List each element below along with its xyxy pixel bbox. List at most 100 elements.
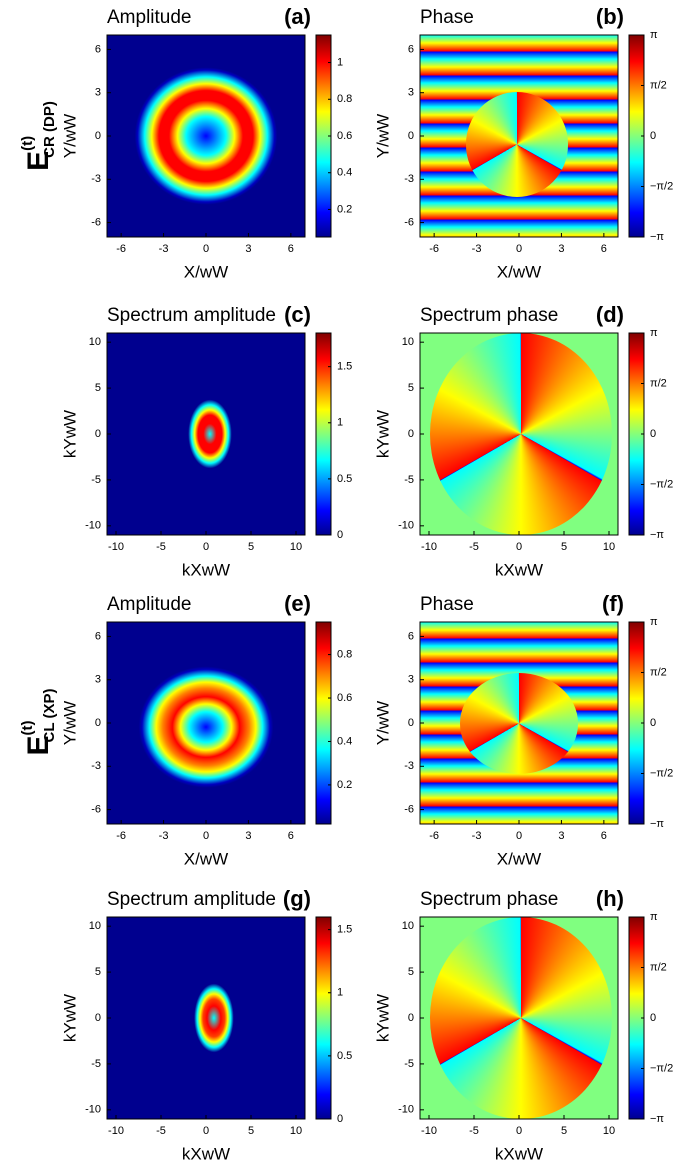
panel-title: Amplitude <box>107 7 192 28</box>
plot-frame <box>419 332 619 536</box>
y-tick-label: 0 <box>95 130 101 142</box>
x-tick-label: 0 <box>203 243 209 255</box>
colorbar-tick-label: 0 <box>337 1113 343 1125</box>
y-tick-label: 0 <box>408 1012 414 1024</box>
y-tick-label: 0 <box>408 130 414 142</box>
plot-frame <box>106 621 306 825</box>
y-tick-label: 10 <box>89 336 101 348</box>
x-tick-label: 6 <box>601 830 607 842</box>
colorbar-tick-label: 1.5 <box>337 361 352 373</box>
x-tick-label: -5 <box>156 541 166 553</box>
row-label-sup: (t) <box>19 136 36 151</box>
x-tick-label: 0 <box>203 1125 209 1137</box>
x-tick-label: 5 <box>248 541 254 553</box>
panel-label: (e) <box>284 591 311 616</box>
y-tick-label: -10 <box>85 520 101 532</box>
y-tick-label: -6 <box>91 803 101 815</box>
row-label: E(t) CL (XP) <box>19 689 58 756</box>
colorbar-tick-label: π <box>650 29 658 41</box>
panel-title: Spectrum phase <box>420 889 558 910</box>
colorbar-tick-label: π <box>650 911 658 923</box>
colorbar-frame <box>315 621 332 825</box>
plot-frame <box>106 332 306 536</box>
y-tick-label: 3 <box>408 674 414 686</box>
x-tick-label: -6 <box>429 830 439 842</box>
heatmap-image <box>107 622 305 824</box>
x-tick-label: -6 <box>116 243 126 255</box>
row-label: E(t) CR (DP) <box>19 101 58 171</box>
colorbar-tick-label: π <box>650 327 658 339</box>
panel-label: (c) <box>284 302 311 327</box>
row-label-sub: CR (DP) <box>41 101 58 158</box>
x-tick-label: -3 <box>472 243 482 255</box>
heatmap-image <box>465 91 569 197</box>
x-tick-label: -6 <box>116 830 126 842</box>
colorbar-tick-label: π/2 <box>650 377 667 389</box>
x-axis-label: X/wW <box>497 262 541 281</box>
y-tick-label: -5 <box>91 474 101 486</box>
x-axis-label: X/wW <box>497 849 541 868</box>
x-tick-label: 10 <box>290 541 302 553</box>
colorbar <box>316 35 331 237</box>
y-tick-label: -10 <box>398 1104 414 1116</box>
colorbar-tick-label: π/2 <box>650 961 667 973</box>
heatmap-image <box>107 333 305 535</box>
y-axis-label: Y/wW <box>373 701 392 745</box>
y-axis-label: Y/wW <box>60 701 79 745</box>
y-tick-label: 3 <box>95 87 101 99</box>
panel-title: Phase <box>420 594 474 615</box>
y-tick-label: -3 <box>404 760 414 772</box>
colorbar-tick-label: 0.6 <box>337 130 352 142</box>
colorbar <box>316 622 331 824</box>
colorbar-frame <box>315 332 332 536</box>
colorbar-tick-label: 0.6 <box>337 692 352 704</box>
panel-title: Spectrum phase <box>420 305 558 326</box>
y-tick-label: 6 <box>408 43 414 55</box>
colorbar-tick-label: 0.8 <box>337 648 352 660</box>
colorbar-tick-label: −π <box>650 818 664 830</box>
colorbar-tick-label: −π <box>650 231 664 243</box>
colorbar-tick-label: 0.4 <box>337 735 352 747</box>
plot-frame <box>106 916 306 1120</box>
colorbar-tick-label: π/2 <box>650 666 667 678</box>
colorbar-frame <box>315 916 332 1120</box>
x-tick-label: 10 <box>603 1125 615 1137</box>
x-tick-label: 3 <box>245 243 251 255</box>
x-tick-label: -10 <box>108 541 124 553</box>
x-tick-label: 6 <box>288 243 294 255</box>
heatmap <box>420 622 618 824</box>
x-tick-label: 0 <box>516 1125 522 1137</box>
colorbar-tick-label: 0.2 <box>337 779 352 791</box>
y-axis-label: kYwW <box>60 410 79 458</box>
colorbar-tick-label: 0 <box>650 717 656 729</box>
panel-title: Phase <box>420 7 474 28</box>
heatmap-image <box>459 672 579 774</box>
y-tick-label: 0 <box>95 717 101 729</box>
x-tick-label: -3 <box>472 830 482 842</box>
colorbar <box>316 333 331 535</box>
y-tick-label: 10 <box>402 920 414 932</box>
heatmap <box>107 35 305 237</box>
panel-label: (g) <box>283 886 311 911</box>
x-tick-label: 6 <box>601 243 607 255</box>
heatmap-image <box>107 917 305 1119</box>
x-tick-label: -10 <box>421 541 437 553</box>
colorbar-tick-label: −π/2 <box>650 180 673 192</box>
heatmap <box>420 917 618 1119</box>
y-tick-label: -3 <box>404 173 414 185</box>
colorbar-tick-label: 1.5 <box>337 924 352 936</box>
y-tick-label: 6 <box>408 630 414 642</box>
colorbar-tick-label: 0.8 <box>337 93 352 105</box>
panel-label: (d) <box>596 302 624 327</box>
y-tick-label: -6 <box>91 216 101 228</box>
heatmap <box>107 622 305 824</box>
x-axis-label: kXwW <box>495 1144 543 1160</box>
plot-frame <box>419 621 619 825</box>
y-tick-label: 0 <box>408 717 414 729</box>
colorbar <box>629 917 644 1119</box>
colorbar-tick-label: −π/2 <box>650 478 673 490</box>
x-tick-label: 0 <box>203 541 209 553</box>
y-tick-label: -3 <box>91 173 101 185</box>
